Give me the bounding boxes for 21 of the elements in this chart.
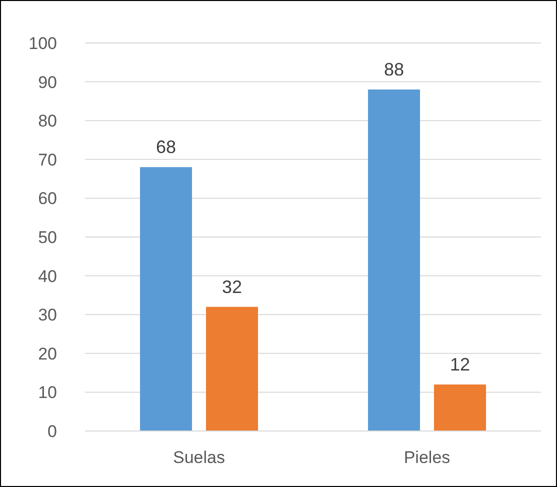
y-tick-label: 60 bbox=[38, 189, 57, 208]
bar bbox=[368, 90, 420, 431]
bar bbox=[140, 167, 192, 431]
x-tick-label: Pieles bbox=[404, 448, 450, 468]
y-tick-label: 40 bbox=[38, 266, 57, 286]
y-tick-label: 20 bbox=[38, 344, 57, 364]
x-tick-label: Suelas bbox=[173, 448, 225, 468]
bar bbox=[434, 384, 486, 431]
data-label: 12 bbox=[450, 354, 470, 374]
data-label: 32 bbox=[222, 276, 242, 297]
y-tick-label: 90 bbox=[38, 72, 57, 92]
bar bbox=[206, 306, 258, 431]
y-tick-label: 0 bbox=[48, 422, 57, 442]
y-tick-label: 70 bbox=[38, 150, 57, 170]
data-label: 68 bbox=[156, 137, 176, 158]
y-tick-label: 80 bbox=[38, 112, 57, 131]
y-tick-label: 10 bbox=[38, 383, 57, 402]
y-tick-label: 50 bbox=[38, 228, 57, 248]
data-label: 88 bbox=[384, 60, 404, 80]
y-tick-label: 100 bbox=[28, 34, 57, 54]
y-tick-label: 30 bbox=[38, 306, 57, 325]
